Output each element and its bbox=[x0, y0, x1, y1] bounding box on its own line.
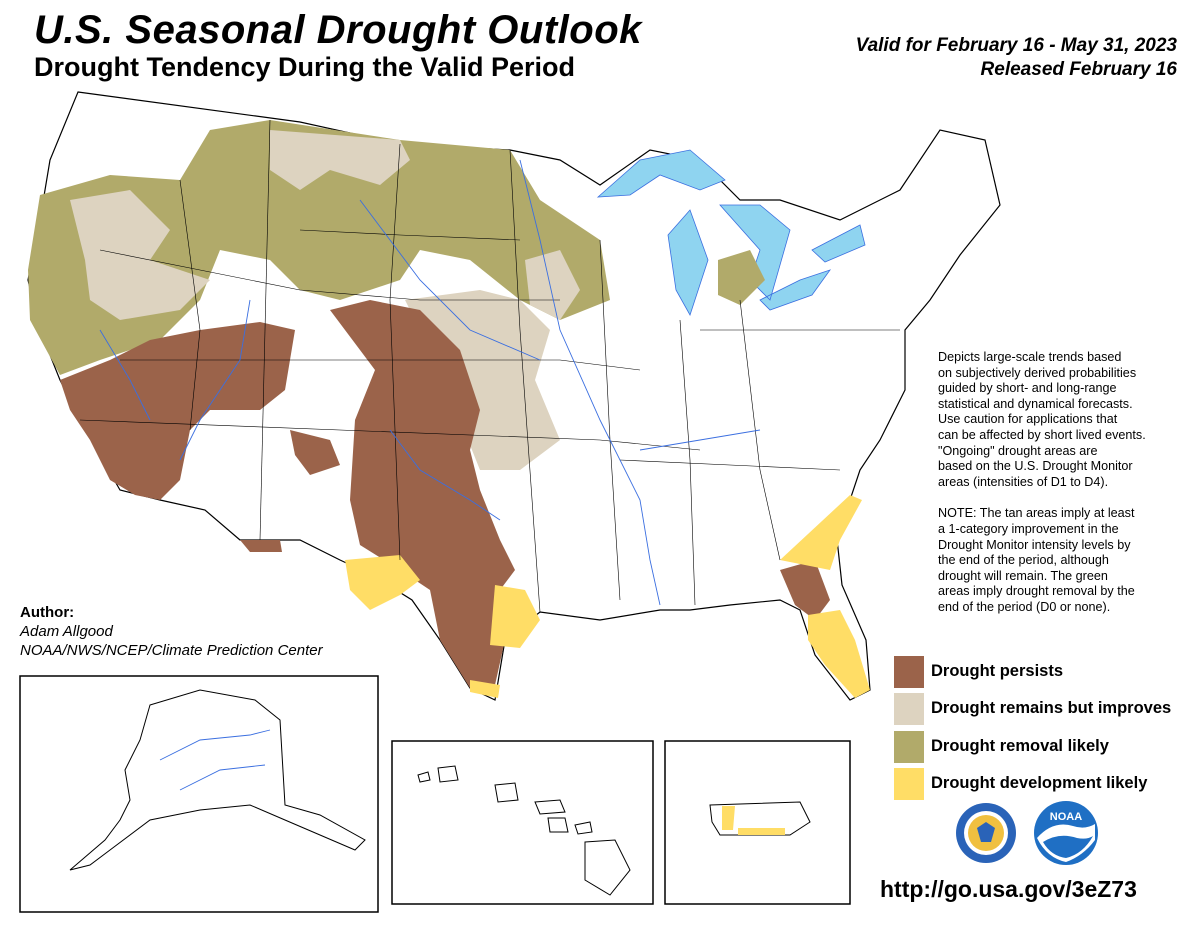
note-line: a 1-category improvement in the bbox=[938, 521, 1119, 536]
valid-period: Valid for February 16 - May 31, 2023 Rel… bbox=[856, 34, 1177, 82]
puerto-rico-outline bbox=[709, 801, 811, 836]
legend-swatch bbox=[894, 768, 924, 800]
release-date: Released February 16 bbox=[980, 59, 1177, 80]
hawaii-islands bbox=[417, 765, 631, 896]
note-line: the end of the period, although bbox=[938, 553, 1109, 568]
description-line: "Ongoing" drought areas are bbox=[938, 443, 1098, 458]
legend-swatch bbox=[894, 693, 924, 725]
drought-development-areas bbox=[345, 495, 870, 698]
outlook-url[interactable]: http://go.usa.gov/3eZ73 bbox=[880, 876, 1137, 902]
legend-item-removal: Drought removal likely bbox=[894, 731, 1199, 763]
description-line: Depicts large-scale trends based bbox=[938, 350, 1122, 364]
rivers bbox=[99, 159, 761, 606]
description-line: Use caution for applications that bbox=[938, 412, 1118, 427]
legend-label: Drought development likely bbox=[931, 774, 1148, 792]
noaa-logo-icon: NOAA bbox=[1034, 801, 1098, 865]
author-block: Author: Adam Allgood NOAA/NWS/NCEP/Clima… bbox=[20, 603, 323, 660]
commerce-seal-icon bbox=[956, 803, 1016, 863]
legend-label: Drought remains but improves bbox=[931, 699, 1172, 717]
state-boundaries bbox=[79, 119, 900, 613]
noaa-logo-text: NOAA bbox=[1050, 811, 1082, 823]
author-label: Author: bbox=[20, 604, 75, 621]
note-line: drought will remain. The green bbox=[938, 568, 1108, 583]
note-line: end of the period (D0 or none). bbox=[938, 599, 1111, 614]
legend-item-development: Drought development likely bbox=[894, 768, 1199, 800]
map-subtitle: Drought Tendency During the Valid Period bbox=[34, 52, 576, 82]
description-line: on subjectively derived probabilities bbox=[938, 365, 1137, 380]
conus-map bbox=[19, 91, 1001, 913]
note-line: areas imply drought removal by the bbox=[938, 584, 1135, 599]
valid-dates: Valid for February 16 - May 31, 2023 bbox=[855, 35, 1177, 56]
legend-label: Drought removal likely bbox=[931, 737, 1109, 755]
legend-swatch bbox=[894, 731, 924, 763]
description-line: areas (intensities of D1 to D4). bbox=[938, 474, 1109, 489]
legend-label: Drought persists bbox=[931, 662, 1064, 680]
note-line: Drought Monitor intensity levels by bbox=[938, 537, 1131, 552]
puerto-rico-development bbox=[722, 806, 785, 835]
legend-item-persists: Drought persists bbox=[894, 656, 1199, 688]
legend-swatch bbox=[894, 656, 924, 688]
great-lakes bbox=[596, 149, 866, 316]
drought-removal-areas bbox=[28, 120, 765, 375]
author-org: NOAA/NWS/NCEP/Climate Prediction Center bbox=[20, 642, 323, 659]
description-line: guided by short- and long-range bbox=[938, 381, 1117, 396]
drought-persists-areas bbox=[60, 300, 830, 688]
note-line: NOTE: The tan areas imply at least bbox=[938, 506, 1135, 521]
description-panel: Depicts large-scale trends based on subj… bbox=[938, 350, 1194, 616]
description-line: can be affected by short lived events. bbox=[938, 427, 1146, 442]
author-name: Adam Allgood bbox=[20, 623, 113, 640]
description-line: statistical and dynamical forecasts. bbox=[938, 396, 1133, 411]
alaska-outline bbox=[69, 689, 366, 871]
alaska-rivers bbox=[159, 729, 271, 791]
legend-item-improves: Drought remains but improves bbox=[894, 693, 1199, 725]
map-title: U.S. Seasonal Drought Outlook bbox=[34, 8, 642, 52]
description-line: based on the U.S. Drought Monitor bbox=[938, 459, 1133, 474]
